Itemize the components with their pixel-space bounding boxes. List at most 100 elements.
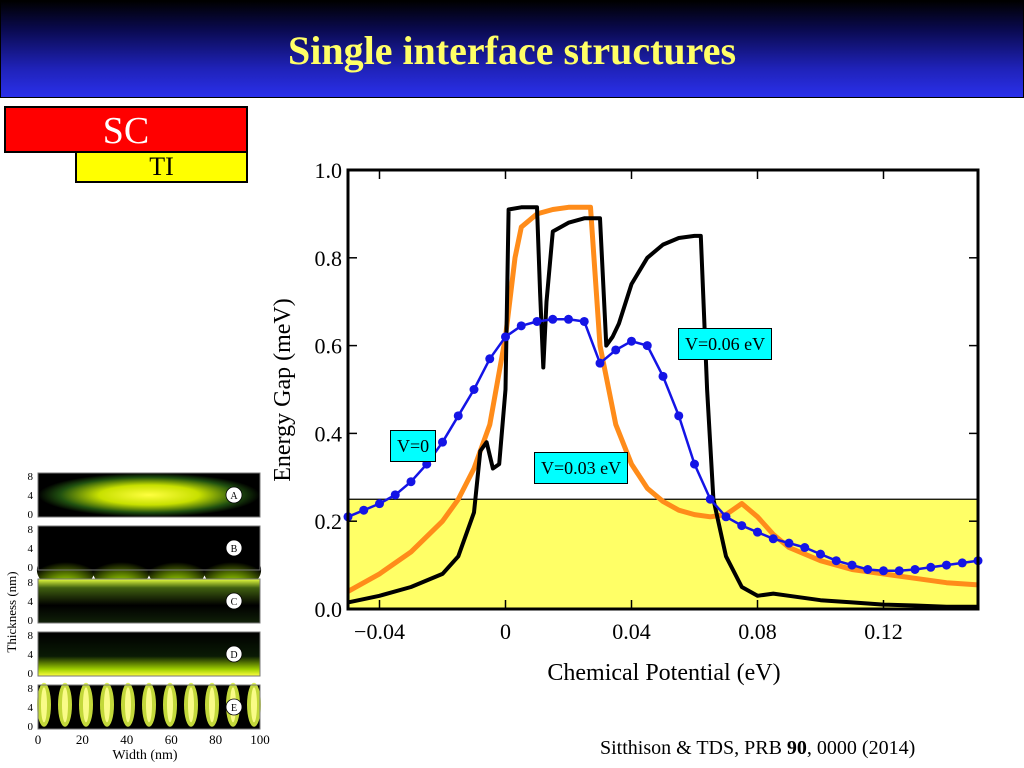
data-point	[973, 556, 983, 566]
panel-D: D 8 4 0	[28, 630, 261, 680]
label-v006: V=0.06 eV	[678, 328, 773, 360]
x-axis-label: Chemical Potential (eV)	[547, 660, 780, 686]
data-point	[690, 459, 699, 469]
series-line-V0	[347, 318, 979, 573]
label-v003: V=0.03 eV	[534, 452, 629, 484]
data-point	[721, 512, 731, 522]
data-point	[548, 314, 558, 324]
panel-badge-label: D	[230, 650, 237, 661]
panel-y-tick-label: 8	[28, 577, 34, 589]
data-point	[595, 358, 605, 368]
data-point	[957, 558, 967, 568]
data-point	[658, 371, 668, 381]
label-v0: V=0	[390, 430, 437, 462]
data-point	[516, 321, 526, 331]
ti-layer: TI	[75, 151, 248, 183]
panel-y-tick-label: 8	[28, 630, 34, 642]
y-tick-label: 1.0	[315, 158, 343, 183]
data-point	[863, 564, 873, 574]
panel-x-tick-label: 20	[76, 732, 89, 747]
panel-x-tick-label: 100	[250, 732, 270, 747]
data-point	[831, 556, 841, 566]
data-point	[705, 494, 715, 504]
panel-y-tick-label: 0	[28, 668, 34, 680]
series-line-V006eV	[347, 205, 978, 609]
data-point	[784, 538, 794, 548]
panel-y-tick-label: 0	[28, 615, 34, 627]
panel-x-tick-label: 40	[120, 732, 133, 747]
panel-x-tick-label: 60	[165, 732, 178, 747]
data-point	[611, 345, 621, 355]
data-point	[501, 332, 510, 342]
data-point	[894, 566, 904, 576]
plot-frame	[346, 168, 980, 611]
y-tick-label: 0.8	[315, 246, 343, 271]
citation: Sitthison & TDS, PRB 90, 0000 (2014)	[600, 737, 915, 760]
data-point	[438, 437, 447, 447]
x-tick-label: 0.12	[864, 619, 903, 644]
data-point	[343, 512, 353, 522]
panel-y-tick-label: 4	[28, 543, 34, 555]
data-point	[879, 566, 888, 576]
data-point	[768, 534, 778, 544]
citation-volume: 90	[786, 737, 807, 759]
slide-title: Single interface structures	[287, 28, 737, 73]
panel-y-tick-label: 4	[28, 490, 34, 502]
series-line-V003eV	[346, 204, 979, 594]
data-point	[532, 316, 542, 326]
title-bar: Single interface structures	[0, 0, 1024, 98]
sc-layer: SC	[4, 106, 248, 153]
panel-y-tick-label: 0	[28, 721, 34, 733]
panel-y-tick-label: 4	[28, 702, 34, 714]
panel-badge	[225, 592, 243, 610]
citation-prefix: Sitthison & TDS, PRB	[600, 737, 787, 759]
panel-badge	[225, 698, 243, 716]
y-tick-label: 0.4	[315, 421, 343, 446]
data-point	[753, 527, 762, 537]
data-point	[642, 341, 652, 351]
data-point	[627, 336, 636, 346]
data-point	[674, 411, 684, 421]
data-point	[359, 505, 369, 515]
data-point	[453, 411, 463, 421]
y-axis-label: Energy Gap (meV)	[270, 298, 296, 482]
panel-badge-label: B	[231, 544, 238, 555]
y-tick-label: 0.0	[315, 597, 343, 622]
panel-E: E 8 4 0	[28, 682, 261, 733]
y-tick-label: 0.2	[315, 509, 343, 534]
citation-suffix: , 0000 (2014)	[806, 737, 916, 759]
data-point	[469, 385, 479, 394]
panel-y-tick-label: 4	[28, 596, 34, 608]
panel-y-tick-label: 8	[28, 524, 34, 536]
data-point	[406, 477, 416, 487]
panel-x-tick-label: 80	[209, 732, 222, 747]
data-point	[485, 354, 495, 364]
x-tick-label: 0.08	[738, 619, 777, 644]
panel-C: C 8 4 0	[28, 577, 261, 627]
data-point	[579, 316, 589, 326]
data-point	[926, 562, 936, 572]
panel-badge	[225, 539, 243, 557]
data-point	[564, 314, 573, 324]
data-point	[942, 560, 951, 570]
x-tick-label: −0.04	[354, 619, 405, 644]
panel-x-tick-label: 0	[35, 732, 42, 747]
panels-ylabel: Thickness (nm)	[4, 571, 19, 652]
x-tick-label: 0.04	[612, 619, 651, 644]
panel-y-tick-label: 8	[28, 471, 34, 483]
panel-y-tick-label: 4	[28, 649, 34, 661]
data-point	[737, 521, 747, 531]
data-point	[816, 549, 825, 559]
panel-badge	[225, 645, 243, 663]
gap-region	[348, 499, 978, 609]
panel-A: A 8 4 0	[28, 471, 261, 521]
panel-y-tick-label: 0	[28, 509, 34, 521]
panel-badge	[225, 486, 243, 504]
panel-y-tick-label: 8	[28, 683, 34, 695]
data-point	[800, 543, 810, 553]
panel-badge-label: E	[231, 703, 237, 714]
data-point	[847, 560, 857, 570]
panel-y-tick-label: 0	[28, 562, 34, 574]
panel-badge-label: A	[230, 491, 238, 502]
